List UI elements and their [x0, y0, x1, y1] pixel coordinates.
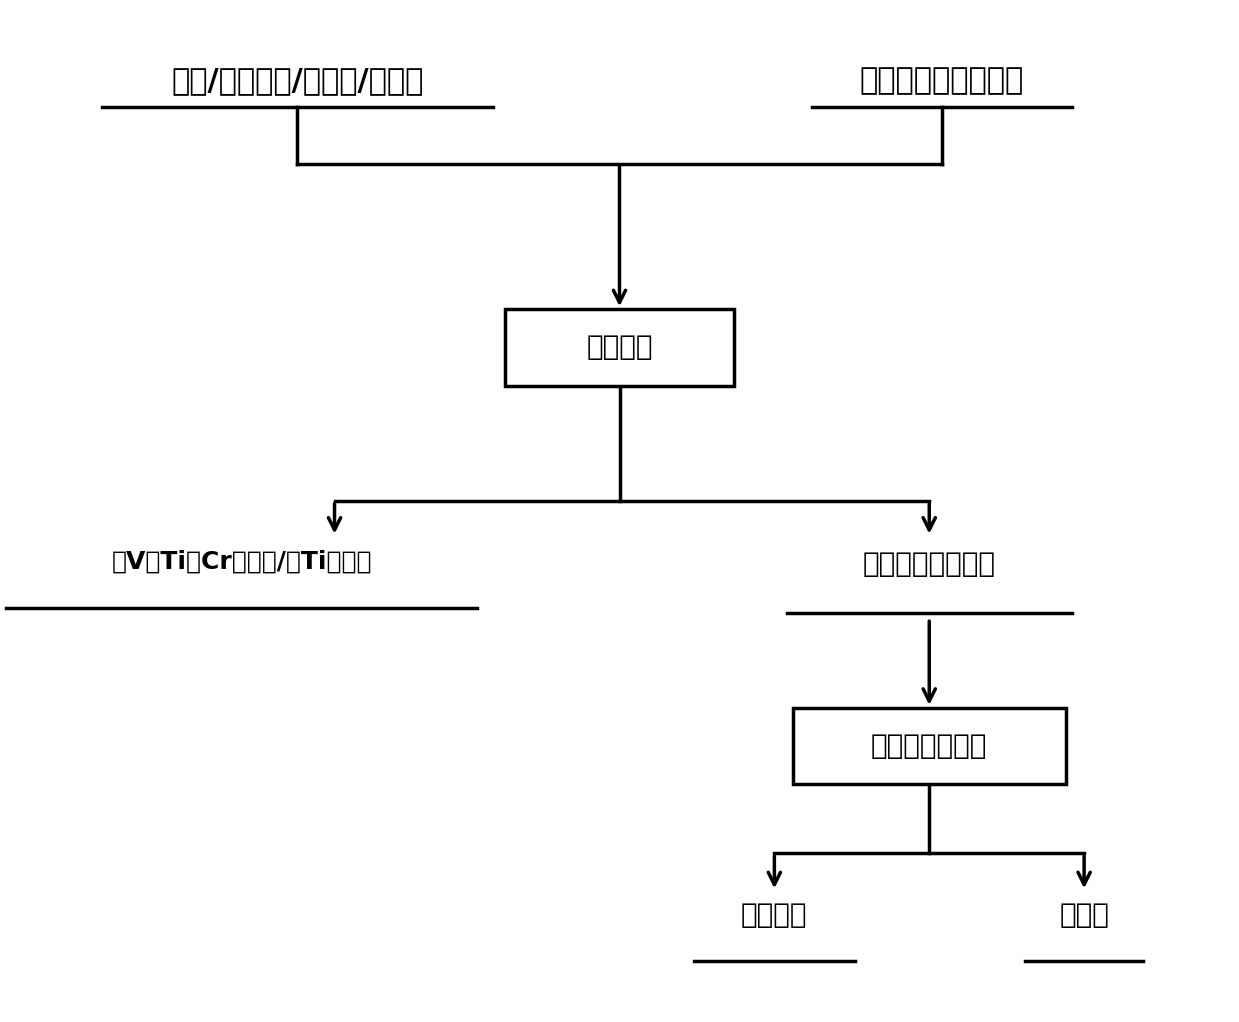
Bar: [506, 309, 733, 385]
Text: 浸出渣: 浸出渣: [1059, 901, 1109, 929]
Text: 草酸亚铁: 草酸亚铁: [741, 901, 808, 929]
Text: 草酸亚铁和浸出渣: 草酸亚铁和浸出渣: [862, 550, 996, 577]
Text: 含V、Ti、Cr浸出液/含Ti浸出液: 含V、Ti、Cr浸出液/含Ti浸出液: [112, 550, 372, 573]
Text: 钒渣/提钒尾渣/混合渣/钓精矿: 钒渣/提钒尾渣/混合渣/钓精矿: [171, 66, 424, 95]
Bar: [793, 707, 1066, 785]
Text: 重力或离心分离: 重力或离心分离: [871, 732, 987, 760]
Text: 有机酸（优选草酸）: 有机酸（优选草酸）: [860, 66, 1023, 95]
Text: 浸出反应: 浸出反应: [586, 333, 653, 362]
